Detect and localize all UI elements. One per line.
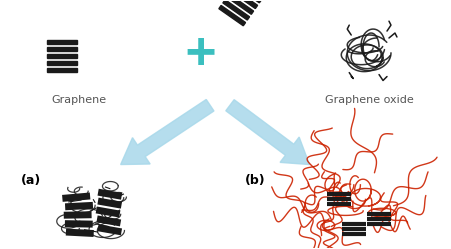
Bar xyxy=(47,61,77,65)
Bar xyxy=(47,68,77,72)
Bar xyxy=(218,5,245,26)
Bar xyxy=(230,0,257,8)
FancyArrow shape xyxy=(120,99,213,165)
Text: Graphene: Graphene xyxy=(51,95,106,105)
Bar xyxy=(226,0,253,14)
Bar xyxy=(222,0,249,20)
Text: Graphene oxide: Graphene oxide xyxy=(324,95,413,105)
Text: (b): (b) xyxy=(244,175,265,187)
Bar xyxy=(47,54,77,58)
Bar xyxy=(47,40,77,44)
Text: +: + xyxy=(185,29,215,77)
Bar xyxy=(235,0,261,3)
Text: (a): (a) xyxy=(21,175,41,187)
Bar xyxy=(47,47,77,51)
FancyArrow shape xyxy=(226,100,309,165)
